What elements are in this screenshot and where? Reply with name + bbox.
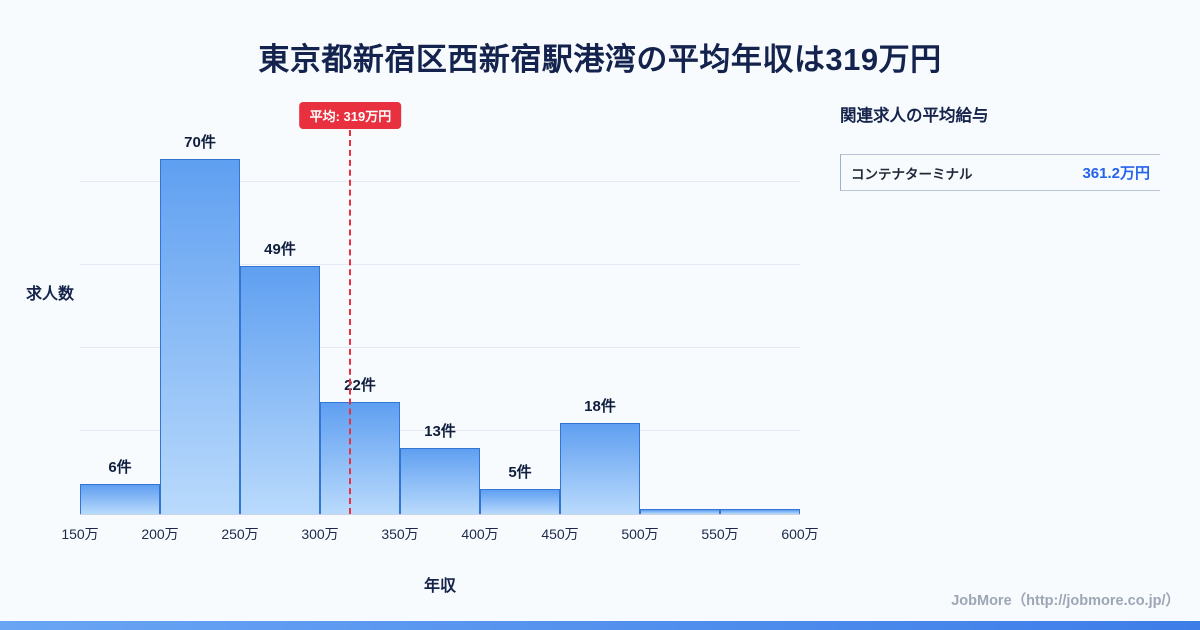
gridline [80, 181, 800, 182]
histogram-bar [640, 508, 720, 514]
histogram-bar [480, 488, 560, 514]
x-tick-label: 400万 [461, 526, 499, 542]
x-tick-label: 150万 [61, 526, 99, 542]
bar-value-label: 13件 [424, 423, 456, 441]
page-title: 東京都新宿区西新宿駅港湾の平均年収は319万円 [258, 42, 942, 77]
income-histogram: 求人数 6件 70件 49件 22件 13件 5件 18件 平均: 319万円 150万 200… [26, 100, 819, 595]
x-tick-label: 300万 [301, 526, 339, 542]
x-axis-label: 年収 [423, 578, 456, 595]
histogram-bar [240, 265, 320, 514]
histogram-bar [320, 402, 400, 514]
gridline [80, 264, 800, 265]
mean-badge: 平均: 319万円 [299, 102, 402, 129]
x-tick-label: 550万 [701, 526, 739, 542]
related-jobs-list: コンテナターミナル 361.2万円 [840, 154, 1160, 191]
plot-area: 6件 70件 49件 22件 13件 5件 18件 平均: 319万円 [80, 100, 800, 515]
footer-credit: JobMore（http://jobmore.co.jp/） [951, 593, 1180, 609]
related-jobs-panel: 関連求人の平均給与 コンテナターミナル 361.2万円 [840, 102, 1160, 191]
x-tick-label: 600万 [781, 526, 819, 542]
bottom-accent-bar [0, 621, 1200, 630]
side-panel-heading: 関連求人の平均給与 [840, 107, 989, 125]
related-job-name: コンテナターミナル [851, 166, 973, 182]
gridline [80, 430, 800, 431]
related-job-salary: 361.2万円 [1082, 165, 1150, 182]
x-tick-label: 200万 [141, 526, 179, 542]
histogram-bar [80, 483, 160, 514]
mean-line [349, 130, 352, 514]
y-axis-label: 求人数 [26, 286, 75, 303]
bar-value-label: 5件 [508, 463, 532, 481]
histogram-bar [720, 508, 800, 514]
x-tick-label: 500万 [621, 526, 659, 542]
related-job-row: コンテナターミナル 361.2万円 [840, 154, 1160, 191]
x-tick-label: 250万 [221, 526, 259, 542]
bar-value-label: 22件 [344, 377, 376, 395]
x-tick-label: 350万 [381, 526, 419, 542]
bar-value-label: 49件 [264, 240, 296, 258]
bar-value-label: 6件 [108, 458, 132, 476]
histogram-bar [160, 159, 240, 514]
bar-value-label: 70件 [184, 134, 216, 151]
gridline [80, 347, 800, 348]
histogram-bar [400, 448, 480, 514]
x-tick-label: 450万 [541, 526, 579, 542]
x-axis-ticks: 150万 200万 250万 300万 350万 400万 450万 500万 550万 600万 [61, 524, 818, 544]
histogram-bar [560, 422, 640, 514]
bar-value-label: 18件 [584, 397, 616, 415]
